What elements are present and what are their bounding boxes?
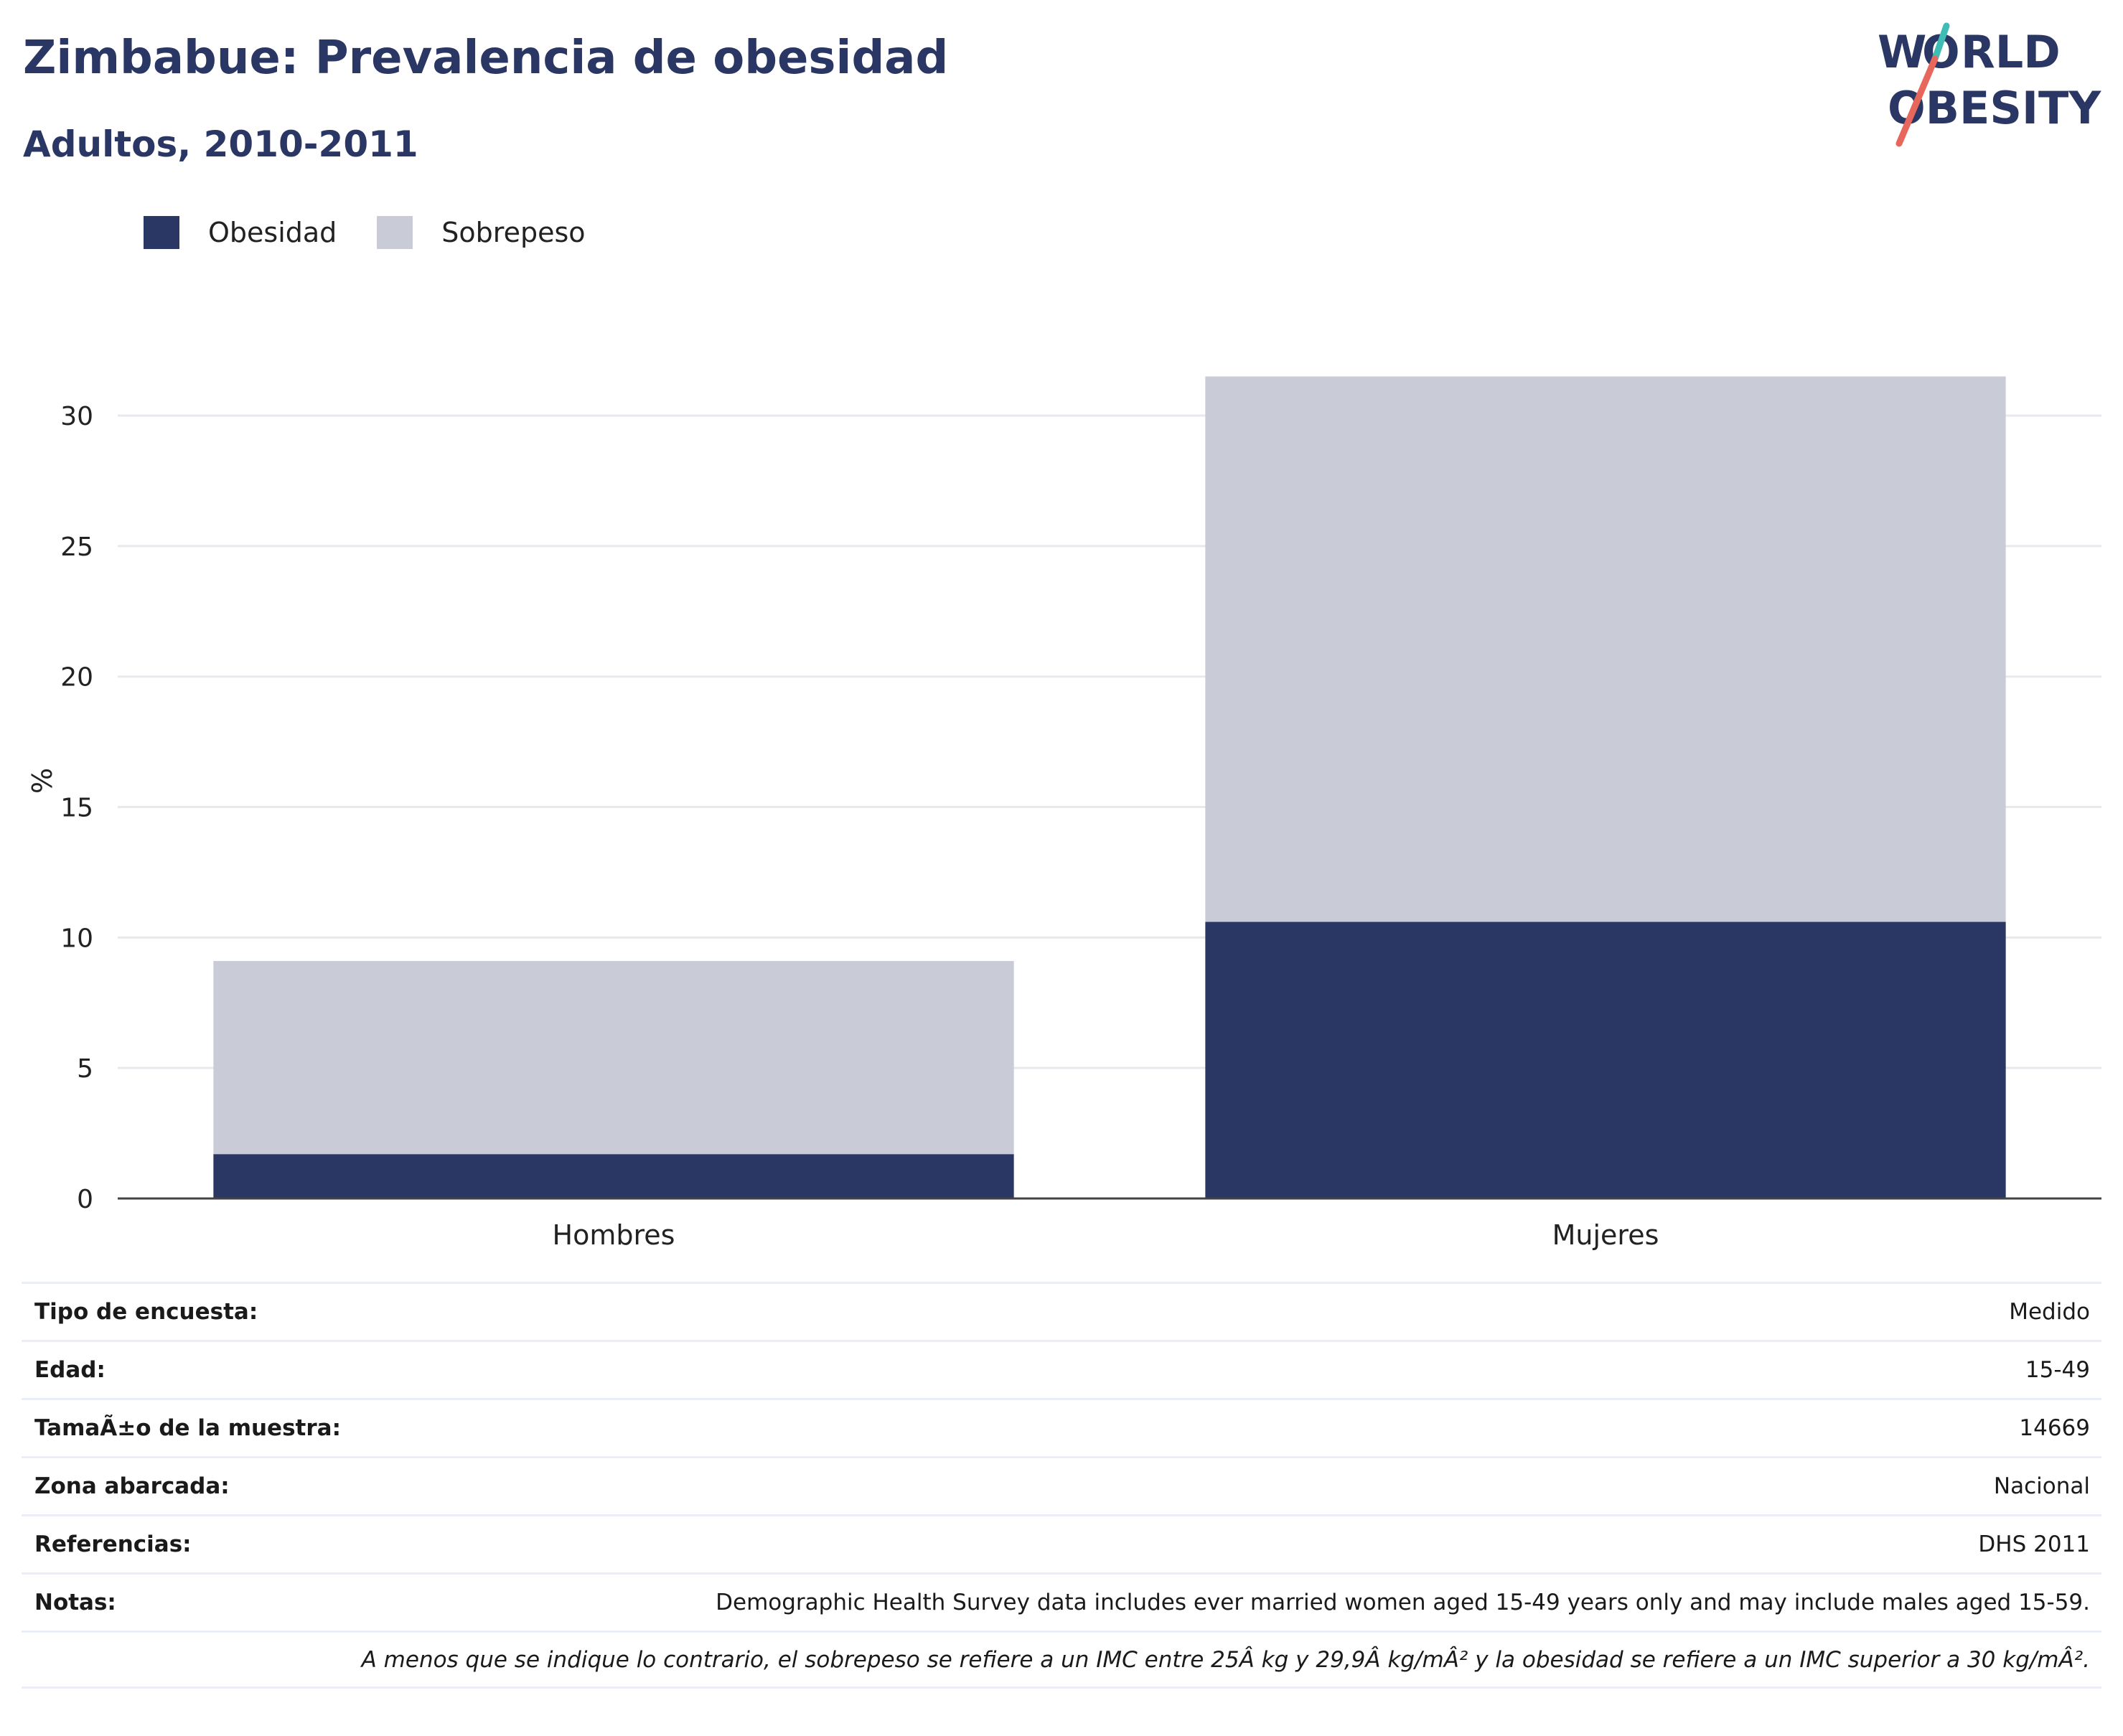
table-row: Tipo de encuesta: Medido — [22, 1282, 2101, 1340]
row-key: Zona abarcada: — [34, 1473, 230, 1499]
x-tick-label: Hombres — [553, 1219, 675, 1251]
footnote: A menos que se indique lo contrario, el … — [361, 1646, 2090, 1673]
bars — [213, 376, 2006, 1198]
row-key: Referencias: — [34, 1531, 192, 1557]
y-tick-label: 15 — [60, 794, 93, 823]
table-row: Notas: Demographic Health Survey data in… — [22, 1572, 2101, 1631]
legend-label-sobrepeso: Sobrepeso — [441, 217, 586, 248]
bar-obesidad-hombres — [213, 1154, 1014, 1198]
table-row: Referencias: DHS 2011 — [22, 1514, 2101, 1572]
table-row-footnote: A menos que se indique lo contrario, el … — [22, 1631, 2101, 1689]
page-subtitle: Adultos, 2010-2011 — [23, 123, 418, 165]
legend-item-sobrepeso[interactable]: Sobrepeso — [377, 216, 586, 249]
y-tick-label: 20 — [60, 663, 93, 693]
stacked-bar-chart: 0 5 10 15 20 25 30% Hombres Mujeres — [27, 376, 2101, 1251]
legend-label-obesidad: Obesidad — [208, 217, 337, 248]
y-tick-label: 30 — [60, 402, 93, 431]
bar-sobrepeso-hombres — [213, 961, 1014, 1155]
y-tick-label: 25 — [60, 532, 93, 562]
table-row: TamaÃ±o de la muestra: 14669 — [22, 1398, 2101, 1456]
row-key: Notas: — [34, 1590, 116, 1615]
axes: 0 5 10 15 20 25 30% Hombres Mujeres — [27, 402, 2101, 1251]
legend-swatch-obesidad — [144, 216, 179, 249]
row-key: Edad: — [34, 1357, 106, 1383]
svg-text:W: W — [1878, 26, 1926, 78]
row-value: 15-49 — [2025, 1357, 2090, 1383]
chart-legend: Obesidad Sobrepeso — [144, 212, 626, 253]
row-value: Demographic Health Survey data includes … — [716, 1590, 2090, 1615]
y-tick-label: 0 — [77, 1185, 93, 1214]
world-obesity-logo: W O RLD OBESITY — [1878, 22, 2101, 147]
svg-text:RLD: RLD — [1961, 26, 2061, 78]
bar-sobrepeso-mujeres — [1205, 376, 2006, 922]
y-tick-label: 5 — [77, 1054, 93, 1084]
table-row: Zona abarcada: Nacional — [22, 1456, 2101, 1514]
legend-swatch-sobrepeso — [377, 216, 413, 249]
page-title: Zimbabue: Prevalencia de obesidad — [23, 32, 949, 85]
row-key: TamaÃ±o de la muestra: — [34, 1415, 341, 1441]
legend-item-obesidad[interactable]: Obesidad — [144, 216, 337, 249]
y-axis-label: % — [27, 768, 58, 794]
bar-obesidad-mujeres — [1205, 921, 2006, 1198]
survey-info-table: Tipo de encuesta: Medido Edad: 15-49 Tam… — [22, 1282, 2101, 1689]
row-value: DHS 2011 — [1978, 1531, 2090, 1557]
y-tick-label: 10 — [60, 924, 93, 953]
row-value: Nacional — [1993, 1473, 2090, 1499]
row-value: 14669 — [2019, 1415, 2090, 1441]
row-key: Tipo de encuesta: — [34, 1299, 258, 1325]
x-tick-label: Mujeres — [1552, 1219, 1659, 1251]
row-value: Medido — [2009, 1299, 2090, 1325]
table-row: Edad: 15-49 — [22, 1340, 2101, 1398]
